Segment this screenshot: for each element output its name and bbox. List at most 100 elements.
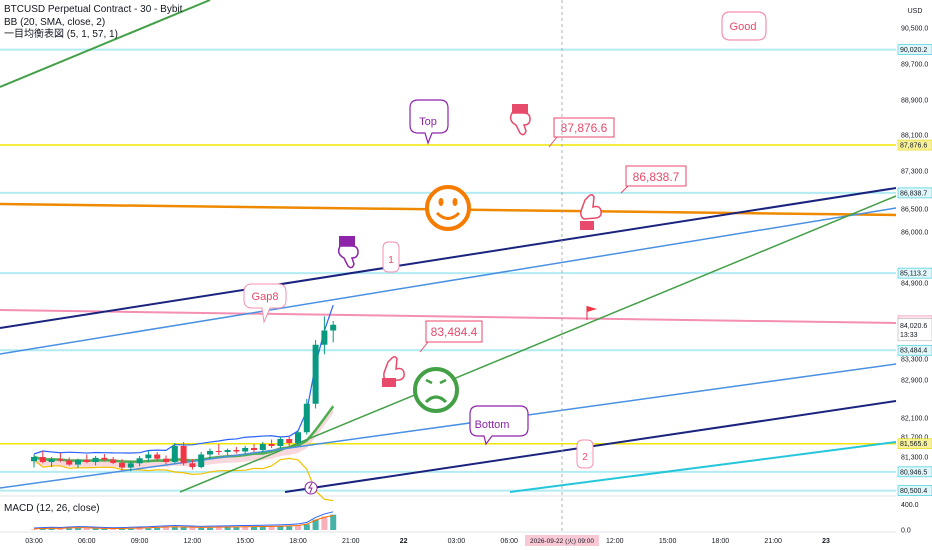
price-tick-label: 89,700.0 [901, 62, 928, 69]
time-tick-label: 03:00 [25, 538, 43, 545]
symbol-legend[interactable]: BTCUSD Perpetual Contract - 30 - Bybit [4, 4, 183, 15]
callout-87876[interactable]: 87,876.6 [548, 117, 615, 148]
price-badge[interactable] [897, 267, 932, 279]
macd-bar [66, 528, 73, 530]
price-badge-label: 85,113.2 [900, 271, 927, 278]
price-badge-label: 80,500.4 [900, 488, 927, 495]
macd-tick-label: 400.0 [901, 502, 919, 509]
time-tick-label: 21:00 [342, 538, 360, 545]
candle-body [163, 458, 169, 463]
macd-bar [31, 529, 37, 530]
trend-navy-upper[interactable] [0, 187, 897, 329]
candle-body [286, 439, 293, 443]
candle-body [39, 457, 46, 463]
candle-body [119, 462, 125, 468]
current-price-badge[interactable] [897, 318, 932, 342]
macd-bar [154, 527, 161, 530]
bubble-good[interactable]: Good [721, 11, 767, 41]
macd-bar [215, 527, 222, 530]
smiley-icon[interactable] [425, 185, 471, 231]
pointing-hand-top-icon[interactable] [509, 104, 531, 136]
candle-body [268, 444, 275, 446]
callout-83484-label: 83,484.4 [431, 325, 478, 339]
macd-bar [48, 528, 55, 530]
time-tick-label: 23 [822, 538, 830, 545]
candles [31, 316, 337, 472]
macd-bar [295, 525, 301, 530]
macd-bar [57, 528, 64, 530]
price-badge[interactable] [897, 344, 932, 356]
pointing-hand-left-icon[interactable] [382, 355, 405, 387]
price-tick-label: 82,100.0 [901, 416, 928, 423]
frown-icon[interactable] [413, 367, 459, 413]
bubble-bottom[interactable]: Bottom [469, 405, 529, 446]
macd-bar [171, 527, 178, 530]
price-badge[interactable] [897, 187, 932, 199]
candle-body [242, 448, 249, 452]
trend-blue-lower[interactable] [0, 363, 897, 489]
candle-body [127, 463, 134, 468]
price-badge[interactable] [897, 485, 932, 496]
time-tick-label: 09:00 [131, 538, 149, 545]
callout-86838[interactable]: 86,838.7 [620, 165, 687, 194]
ichimoku-legend[interactable]: 一目均衡表図 (5, 1, 57, 1) [4, 29, 118, 40]
price-tick-label: 86,000.0 [901, 230, 928, 237]
trend-green-upper[interactable] [0, 0, 211, 88]
candle-body [321, 330, 328, 345]
lightning-icon[interactable] [304, 481, 318, 495]
pink-level-line[interactable] [0, 309, 897, 324]
macd-bar [119, 528, 125, 530]
macd-bar [145, 528, 152, 530]
time-tick-label: 15:00 [236, 538, 254, 545]
price-badge[interactable] [897, 466, 932, 478]
candle-body [303, 403, 310, 433]
pointing-hand-up-icon[interactable] [580, 193, 602, 230]
bb-legend[interactable]: BB (20, SMA, close, 2) [4, 17, 106, 28]
price-badge[interactable] [897, 438, 932, 450]
price-badge[interactable] [897, 139, 932, 151]
candle-body [48, 459, 55, 463]
candle-body [145, 454, 152, 459]
time-axis[interactable]: 03:00 06:00 09:00 12:00 15:00 18:00 21:00 22 03:… [0, 531, 896, 545]
bubble-top[interactable]: Top [409, 99, 449, 145]
candle-body [180, 446, 187, 464]
candle-body [75, 459, 81, 465]
callout-86838-label: 86,838.7 [633, 170, 680, 184]
macd-bar [277, 526, 284, 530]
macd-bar [101, 528, 108, 530]
price-tick-label: 84,900.0 [901, 281, 928, 288]
macd-legend[interactable]: MACD (12, 26, close) [4, 503, 100, 514]
current-price-label: 84,020.6 [900, 323, 927, 330]
drawings[interactable]: Top Good Bottom Gap8 1 [243, 11, 767, 495]
candle-body [171, 446, 178, 463]
pointing-hand-purple-icon[interactable] [337, 236, 359, 269]
price-tick-label: 83,300.0 [901, 357, 928, 364]
marker-2[interactable]: 2 [576, 439, 594, 469]
macd-bar [180, 527, 187, 530]
candle-body [189, 463, 196, 468]
candle-body [295, 432, 301, 443]
flag-icon[interactable] [586, 306, 597, 320]
price-tick-label: 87,300.0 [901, 169, 928, 176]
macd-bar [127, 528, 134, 530]
macd-bar [198, 527, 205, 530]
macd-bar [136, 528, 143, 530]
candle-body [31, 457, 37, 462]
gap-label[interactable]: Gap8 [243, 283, 287, 324]
macd-bar [286, 526, 293, 530]
bubble-top-label: Top [419, 116, 437, 128]
price-axis[interactable]: USD 90,500.0 89,700.0 88,900.0 88,100.0 87,30… [897, 0, 932, 550]
candle-body [215, 451, 222, 452]
price-badge[interactable] [897, 44, 932, 55]
trend-teal-lower[interactable] [509, 441, 897, 493]
macd-bar [92, 528, 99, 530]
macd-bar [110, 529, 117, 530]
callout-83484[interactable]: 83,484.4 [419, 320, 483, 353]
candle-body [66, 460, 73, 465]
candle-body [57, 459, 64, 461]
marker-1[interactable]: 1 [382, 241, 400, 273]
marker-1-label: 1 [388, 255, 394, 266]
trend-blue-upper[interactable] [0, 207, 897, 355]
